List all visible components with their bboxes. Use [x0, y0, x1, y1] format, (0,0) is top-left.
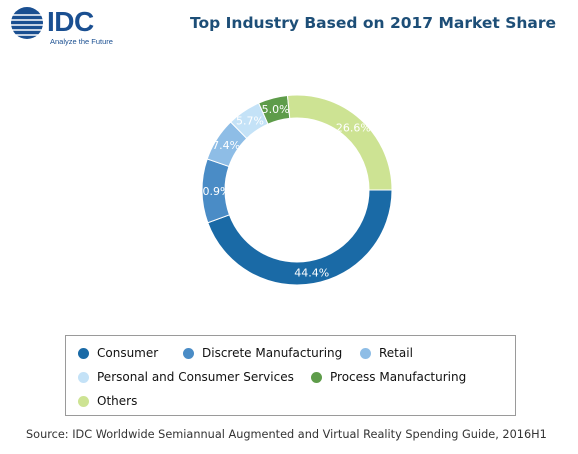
slice-value-label: 5.7% [236, 114, 264, 127]
idc-logo: IDC Analyze the Future [10, 6, 130, 50]
slice-value-label: 44.4% [294, 267, 329, 280]
logo-tagline: Analyze the Future [50, 37, 113, 46]
donut-chart: 44.4% 10.9% 7.4% 5.7%5.0% 26.6% [196, 94, 393, 285]
legend-swatch [183, 347, 194, 359]
legend-label: Process Manufacturing [330, 370, 467, 384]
legend-item-retail: Retail [360, 345, 413, 361]
legend-swatch [78, 347, 89, 359]
legend-item-others: Others [78, 393, 137, 409]
donut-slice-others [286, 94, 393, 191]
slice-value-label: 26.6% [336, 122, 371, 135]
legend-label: Retail [379, 346, 413, 360]
legend-item-personal-consumer-services: Personal and Consumer Services [78, 369, 294, 385]
legend-label: Personal and Consumer Services [97, 370, 294, 384]
legend-item-discrete-manufacturing: Discrete Manufacturing [183, 345, 342, 361]
legend-item-consumer: Consumer [78, 345, 158, 361]
legend-swatch [78, 395, 89, 407]
slice-value-label: 5.0% [262, 103, 290, 116]
legend-item-process-manufacturing: Process Manufacturing [311, 369, 466, 385]
globe-icon [11, 7, 43, 39]
slice-value-label: 7.4% [212, 139, 240, 152]
legend-label: Consumer [97, 346, 159, 360]
chart-title: Top Industry Based on 2017 Market Share [190, 14, 557, 32]
legend-swatch [78, 371, 89, 383]
legend-label: Discrete Manufacturing [202, 346, 343, 360]
source-note: Source: IDC Worldwide Semiannual Augment… [26, 428, 547, 441]
legend-label: Others [97, 394, 138, 408]
chart-legend: Consumer Discrete Manufacturing Retail P… [65, 335, 516, 416]
legend-swatch [311, 371, 322, 383]
legend-swatch [360, 347, 371, 359]
logo-brand: IDC [47, 6, 94, 37]
slice-value-label: 10.9% [196, 185, 231, 198]
